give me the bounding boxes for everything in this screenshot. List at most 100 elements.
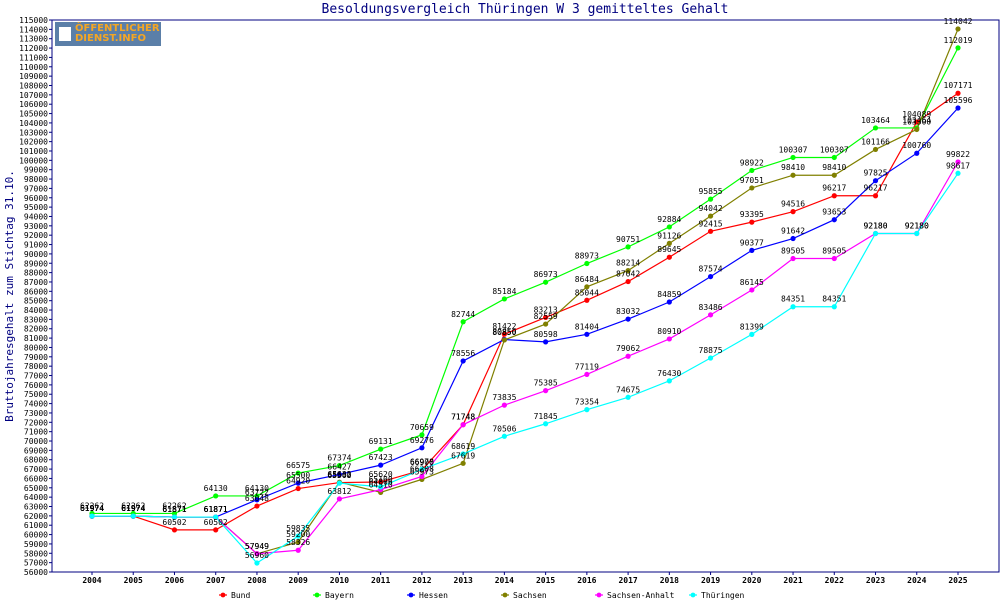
- data-label: 103464: [861, 116, 890, 125]
- data-point: [872, 178, 879, 184]
- data-point: [955, 26, 961, 32]
- y-tick-label: 107000: [19, 91, 48, 100]
- data-label: 114042: [944, 17, 973, 26]
- data-label: 92180: [863, 222, 887, 231]
- data-label: 67423: [369, 453, 393, 462]
- data-point: [625, 268, 631, 274]
- data-label: 58326: [286, 538, 310, 547]
- data-label: 57949: [245, 542, 269, 551]
- data-label: 81404: [575, 322, 599, 331]
- data-label: 59835: [286, 524, 310, 533]
- data-label: 61974: [121, 504, 145, 513]
- legend-label: Bund: [231, 591, 250, 600]
- data-point: [831, 193, 837, 199]
- data-label: 80850: [492, 328, 516, 337]
- data-label: 67619: [451, 451, 475, 460]
- x-tick-label: 2015: [536, 576, 555, 585]
- y-tick-label: 108000: [19, 81, 48, 90]
- y-tick-label: 85000: [24, 297, 48, 306]
- x-tick-label: 2019: [701, 576, 720, 585]
- data-point: [749, 167, 755, 174]
- y-tick-label: 60000: [24, 531, 48, 540]
- data-label: 97051: [740, 176, 764, 185]
- data-label: 92180: [905, 222, 929, 231]
- data-label: 93653: [822, 208, 846, 217]
- x-tick-label: 2013: [454, 576, 473, 585]
- series-line-5: [92, 172, 959, 564]
- data-point: [171, 514, 178, 520]
- data-point: [790, 154, 796, 161]
- y-tick-label: 84000: [24, 306, 48, 315]
- data-label: 88973: [575, 252, 599, 261]
- data-label: 92415: [699, 219, 723, 228]
- data-label: 66978: [410, 457, 434, 466]
- data-point: [872, 230, 879, 237]
- data-label: 87574: [699, 265, 723, 274]
- data-point: [666, 254, 672, 260]
- legend-label: Bayern: [325, 591, 354, 600]
- y-tick-label: 72000: [24, 418, 48, 427]
- data-label: 70659: [410, 423, 434, 432]
- data-label: 91126: [657, 231, 681, 240]
- data-point: [171, 510, 178, 517]
- chart-title: Besoldungsvergleich Thüringen W 3 gemitt…: [322, 2, 729, 17]
- y-tick-label: 57000: [24, 559, 48, 568]
- data-point: [625, 244, 631, 250]
- y-tick-label: 58000: [24, 549, 48, 558]
- data-point: [543, 421, 549, 427]
- x-tick-label: 2006: [165, 576, 184, 585]
- legend: Bund Bayern Hessen Sachsen Sachsen-Anhalt Thü…: [219, 591, 745, 600]
- y-tick-label: 101000: [19, 147, 48, 156]
- data-label: 71845: [534, 412, 558, 421]
- y-tick-label: 99000: [24, 166, 48, 175]
- data-label: 80850: [492, 328, 516, 337]
- data-point: [254, 503, 260, 509]
- x-tick-label: 2011: [371, 576, 390, 585]
- data-point: [749, 331, 755, 337]
- data-label: 65633: [327, 470, 351, 479]
- data-point: [295, 470, 301, 476]
- data-point: [419, 473, 425, 480]
- data-point: [89, 513, 95, 519]
- data-label: 65620: [369, 470, 393, 479]
- y-tick-label: 91000: [24, 241, 48, 250]
- data-point: [584, 331, 590, 337]
- y-tick-label: 82000: [24, 325, 48, 334]
- x-tick-label: 2005: [124, 576, 143, 585]
- y-tick-label: 66000: [24, 474, 48, 483]
- data-point: [666, 378, 672, 384]
- series-line-2: [92, 107, 959, 518]
- data-point: [460, 460, 466, 466]
- data-label: 62262: [162, 501, 186, 510]
- data-label: 99822: [946, 150, 970, 159]
- data-label: 85184: [492, 287, 516, 296]
- data-label: 84351: [822, 295, 846, 304]
- data-point: [749, 219, 755, 225]
- data-label: 103300: [902, 117, 931, 126]
- data-point: [625, 278, 631, 285]
- data-point: [666, 224, 672, 230]
- data-label: 65500: [327, 471, 351, 480]
- y-tick-label: 70000: [24, 437, 48, 446]
- data-label: 73354: [575, 398, 599, 407]
- data-label: 79062: [616, 344, 640, 353]
- data-label: 89505: [822, 247, 846, 256]
- y-tick-label: 96000: [24, 194, 48, 203]
- y-tick-label: 93000: [24, 222, 48, 231]
- y-tick-label: 90000: [24, 250, 48, 259]
- data-point: [707, 196, 714, 202]
- data-label: 105596: [944, 96, 973, 105]
- data-label: 74675: [616, 385, 640, 394]
- data-point: [378, 479, 384, 485]
- y-tick-label: 80000: [24, 343, 48, 352]
- data-label: 94516: [781, 200, 805, 209]
- data-label: 92180: [863, 222, 887, 231]
- legend-label: Hessen: [419, 591, 448, 600]
- logo-icon: [59, 27, 71, 41]
- x-tick-label: 2018: [660, 576, 679, 585]
- data-label: 64806: [369, 478, 393, 487]
- data-point: [543, 314, 549, 320]
- data-label: 61871: [204, 505, 228, 514]
- y-tick-label: 89000: [24, 259, 48, 268]
- data-point: [914, 150, 920, 156]
